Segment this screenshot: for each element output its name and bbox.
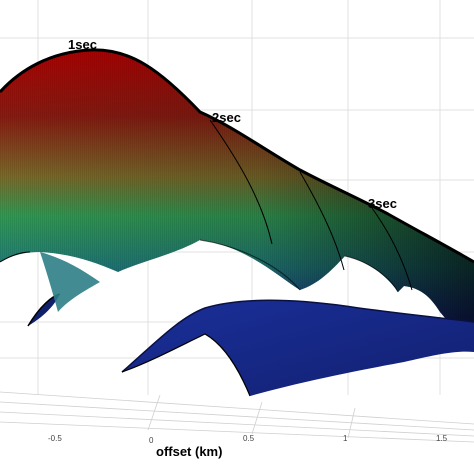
time-label-2sec: 2sec [212,110,241,125]
x-tick-label: 1.5 [436,434,448,443]
x-tick-label: 1 [343,434,348,443]
time-label-3sec: 3sec [368,196,397,211]
x-tick-label: 0 [149,436,154,445]
time-label-1sec: 1sec [68,37,97,52]
floor-grid [0,391,474,443]
surface-main [0,48,474,353]
x-axis-label: offset (km) [156,444,222,459]
surface-lower-fold [121,299,474,397]
x-tick-label: 0.5 [243,434,255,443]
surface-left-cusps [0,251,100,327]
surface-fold-lines [199,119,413,293]
x-tick-label: -0.5 [48,434,62,443]
